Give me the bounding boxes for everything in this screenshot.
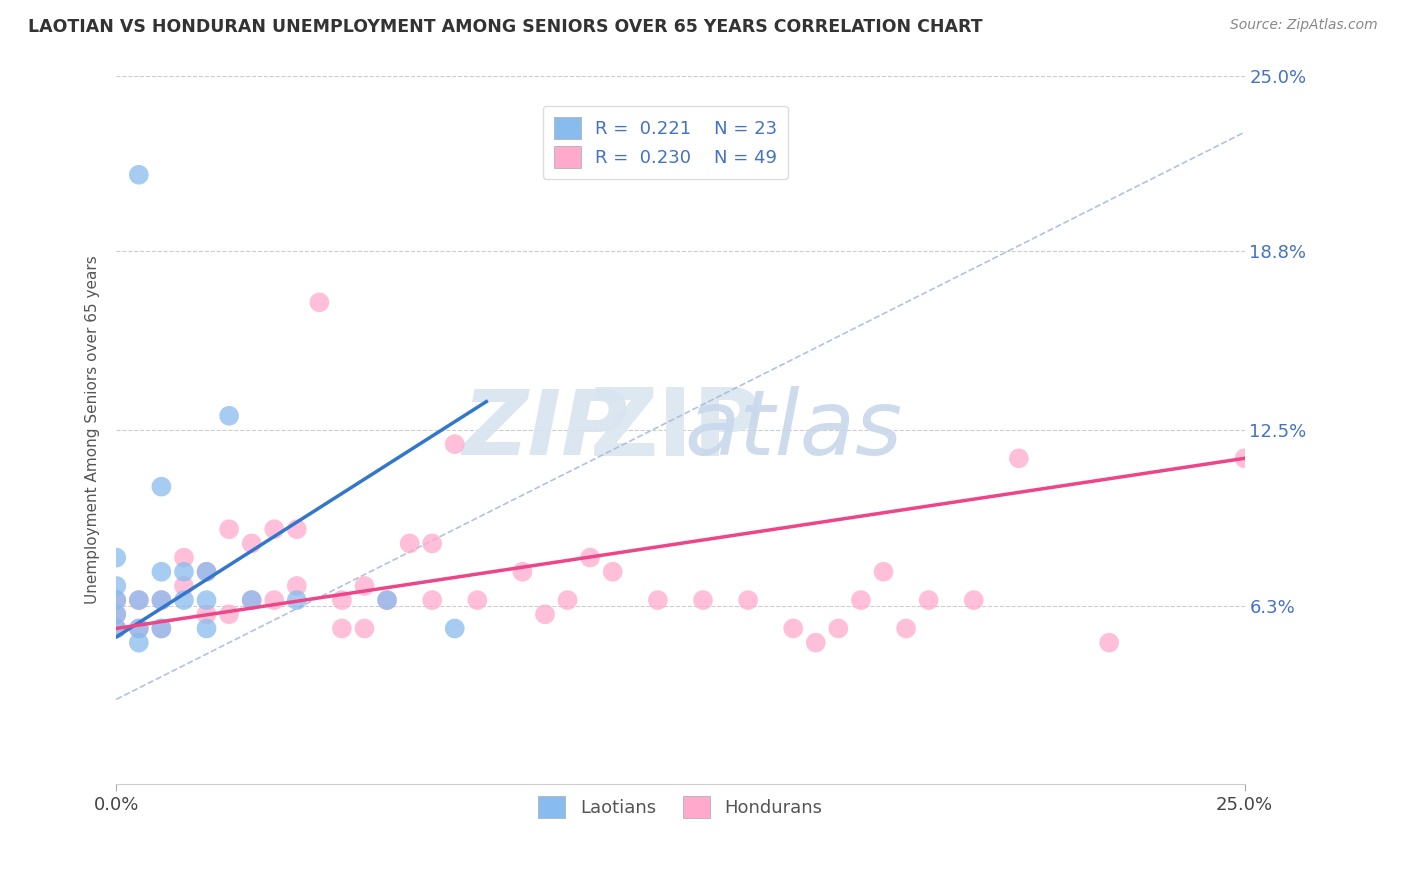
Point xyxy=(105,607,128,622)
Point xyxy=(173,550,195,565)
Point xyxy=(308,295,330,310)
Point xyxy=(128,622,150,636)
Point xyxy=(420,536,443,550)
Point xyxy=(330,622,353,636)
Point xyxy=(105,550,128,565)
Point xyxy=(195,565,218,579)
Point xyxy=(353,622,375,636)
Point xyxy=(398,536,420,550)
Y-axis label: Unemployment Among Seniors over 65 years: Unemployment Among Seniors over 65 years xyxy=(86,256,100,605)
Point xyxy=(105,579,128,593)
Point xyxy=(195,565,218,579)
Point xyxy=(602,565,624,579)
Point xyxy=(579,550,602,565)
Point xyxy=(263,593,285,607)
Legend: Laotians, Hondurans: Laotians, Hondurans xyxy=(531,789,830,825)
Point xyxy=(240,593,263,607)
Point xyxy=(782,622,804,636)
Point xyxy=(128,168,150,182)
Point xyxy=(804,635,827,649)
Point xyxy=(963,593,986,607)
Text: LAOTIAN VS HONDURAN UNEMPLOYMENT AMONG SENIORS OVER 65 YEARS CORRELATION CHART: LAOTIAN VS HONDURAN UNEMPLOYMENT AMONG S… xyxy=(28,18,983,36)
Point xyxy=(105,622,128,636)
Point xyxy=(105,607,128,622)
Point xyxy=(849,593,872,607)
Point xyxy=(285,593,308,607)
Point xyxy=(827,622,849,636)
Text: ZIP: ZIP xyxy=(591,384,763,476)
Point xyxy=(195,622,218,636)
Point xyxy=(105,622,128,636)
Point xyxy=(917,593,939,607)
Point xyxy=(128,635,150,649)
Point xyxy=(285,522,308,536)
Point xyxy=(872,565,894,579)
Point xyxy=(195,607,218,622)
Point xyxy=(420,593,443,607)
Point xyxy=(443,622,465,636)
Point xyxy=(285,579,308,593)
Point xyxy=(128,593,150,607)
Point xyxy=(150,480,173,494)
Point xyxy=(218,522,240,536)
Point xyxy=(128,622,150,636)
Text: ZIP: ZIP xyxy=(463,386,627,474)
Point xyxy=(173,593,195,607)
Point xyxy=(150,593,173,607)
Point xyxy=(128,593,150,607)
Point xyxy=(375,593,398,607)
Text: ZIPatlas: ZIPatlas xyxy=(591,384,1022,476)
Point xyxy=(105,593,128,607)
Point xyxy=(240,536,263,550)
Point xyxy=(150,622,173,636)
Point xyxy=(218,409,240,423)
Point xyxy=(150,565,173,579)
Point xyxy=(894,622,917,636)
Point xyxy=(330,593,353,607)
Point xyxy=(647,593,669,607)
Point xyxy=(1008,451,1031,466)
Point xyxy=(263,522,285,536)
Point xyxy=(1098,635,1121,649)
Point xyxy=(737,593,759,607)
Point xyxy=(465,593,488,607)
Point xyxy=(105,593,128,607)
Point xyxy=(512,565,534,579)
Point xyxy=(1233,451,1256,466)
Point xyxy=(353,579,375,593)
Point xyxy=(173,579,195,593)
Point xyxy=(557,593,579,607)
Point xyxy=(240,593,263,607)
Text: Source: ZipAtlas.com: Source: ZipAtlas.com xyxy=(1230,18,1378,32)
Point xyxy=(534,607,557,622)
Text: atlas: atlas xyxy=(685,386,903,474)
Point xyxy=(443,437,465,451)
Point xyxy=(150,593,173,607)
Point xyxy=(375,593,398,607)
Point xyxy=(218,607,240,622)
Point xyxy=(150,622,173,636)
Point xyxy=(692,593,714,607)
Point xyxy=(173,565,195,579)
Point xyxy=(195,593,218,607)
